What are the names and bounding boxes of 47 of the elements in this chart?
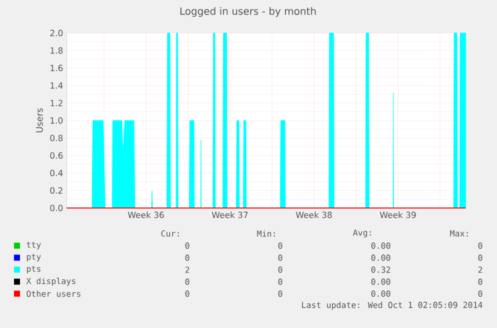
text: 0 bbox=[278, 242, 282, 249]
y-axis-title: Users bbox=[36, 108, 43, 132]
legend-label: X displays bbox=[26, 278, 76, 286]
text: 0 bbox=[278, 254, 282, 261]
text: 0 bbox=[478, 290, 482, 297]
text: 0 bbox=[185, 242, 190, 249]
y-tick-label: 1.2 bbox=[50, 100, 62, 106]
legend-label: Other users bbox=[26, 290, 80, 297]
text: 0 bbox=[185, 254, 190, 261]
y-tick-label: 1.6 bbox=[50, 64, 63, 72]
x-tick-label: Week 36 bbox=[128, 212, 164, 218]
text: 0 bbox=[478, 242, 482, 249]
chart-title: Logged in users - by month bbox=[180, 7, 316, 17]
y-tick-label: 0.8 bbox=[50, 134, 63, 142]
text: 0 bbox=[185, 278, 190, 285]
y-tick-label: 2.0 bbox=[50, 30, 63, 36]
legend-label: pts bbox=[26, 266, 40, 274]
y-tick-label: 1.4 bbox=[50, 82, 63, 89]
y-tick-label: 1.8 bbox=[50, 47, 63, 54]
text: 0 bbox=[478, 278, 482, 285]
text: 0 bbox=[278, 266, 282, 273]
text: 0.32 bbox=[371, 266, 390, 273]
text: Max: bbox=[450, 230, 468, 237]
text: 0.00 bbox=[371, 254, 390, 261]
x-tick-label: Week 39 bbox=[380, 212, 416, 218]
y-tick-label: 1.0 bbox=[50, 117, 63, 124]
text: Cur: bbox=[161, 230, 179, 237]
text: Min: bbox=[257, 230, 275, 237]
legend-label: pty bbox=[26, 254, 41, 262]
legend-label: tty bbox=[26, 242, 41, 250]
y-tick-label: 0.2 bbox=[50, 187, 62, 194]
text: Avg: bbox=[352, 230, 371, 238]
text: Last update: Wed Oct 1 02:05:09 2014 bbox=[302, 302, 482, 310]
x-tick-label: Week 38 bbox=[296, 212, 332, 218]
text: 2 bbox=[185, 266, 190, 273]
text: 0 bbox=[278, 290, 282, 297]
text: 0.00 bbox=[371, 242, 390, 249]
text: 0 bbox=[278, 278, 282, 285]
y-tick-label: 0.4 bbox=[50, 170, 63, 176]
y-tick-label: 0.0 bbox=[50, 204, 63, 212]
text: 0 bbox=[478, 254, 482, 261]
text: 0.00 bbox=[371, 290, 390, 297]
y-tick-label: 0.6 bbox=[50, 152, 63, 159]
text: 0 bbox=[185, 290, 190, 297]
x-tick-label: Week 37 bbox=[212, 212, 248, 218]
text: 0.00 bbox=[371, 278, 390, 285]
text: 2 bbox=[478, 266, 482, 273]
